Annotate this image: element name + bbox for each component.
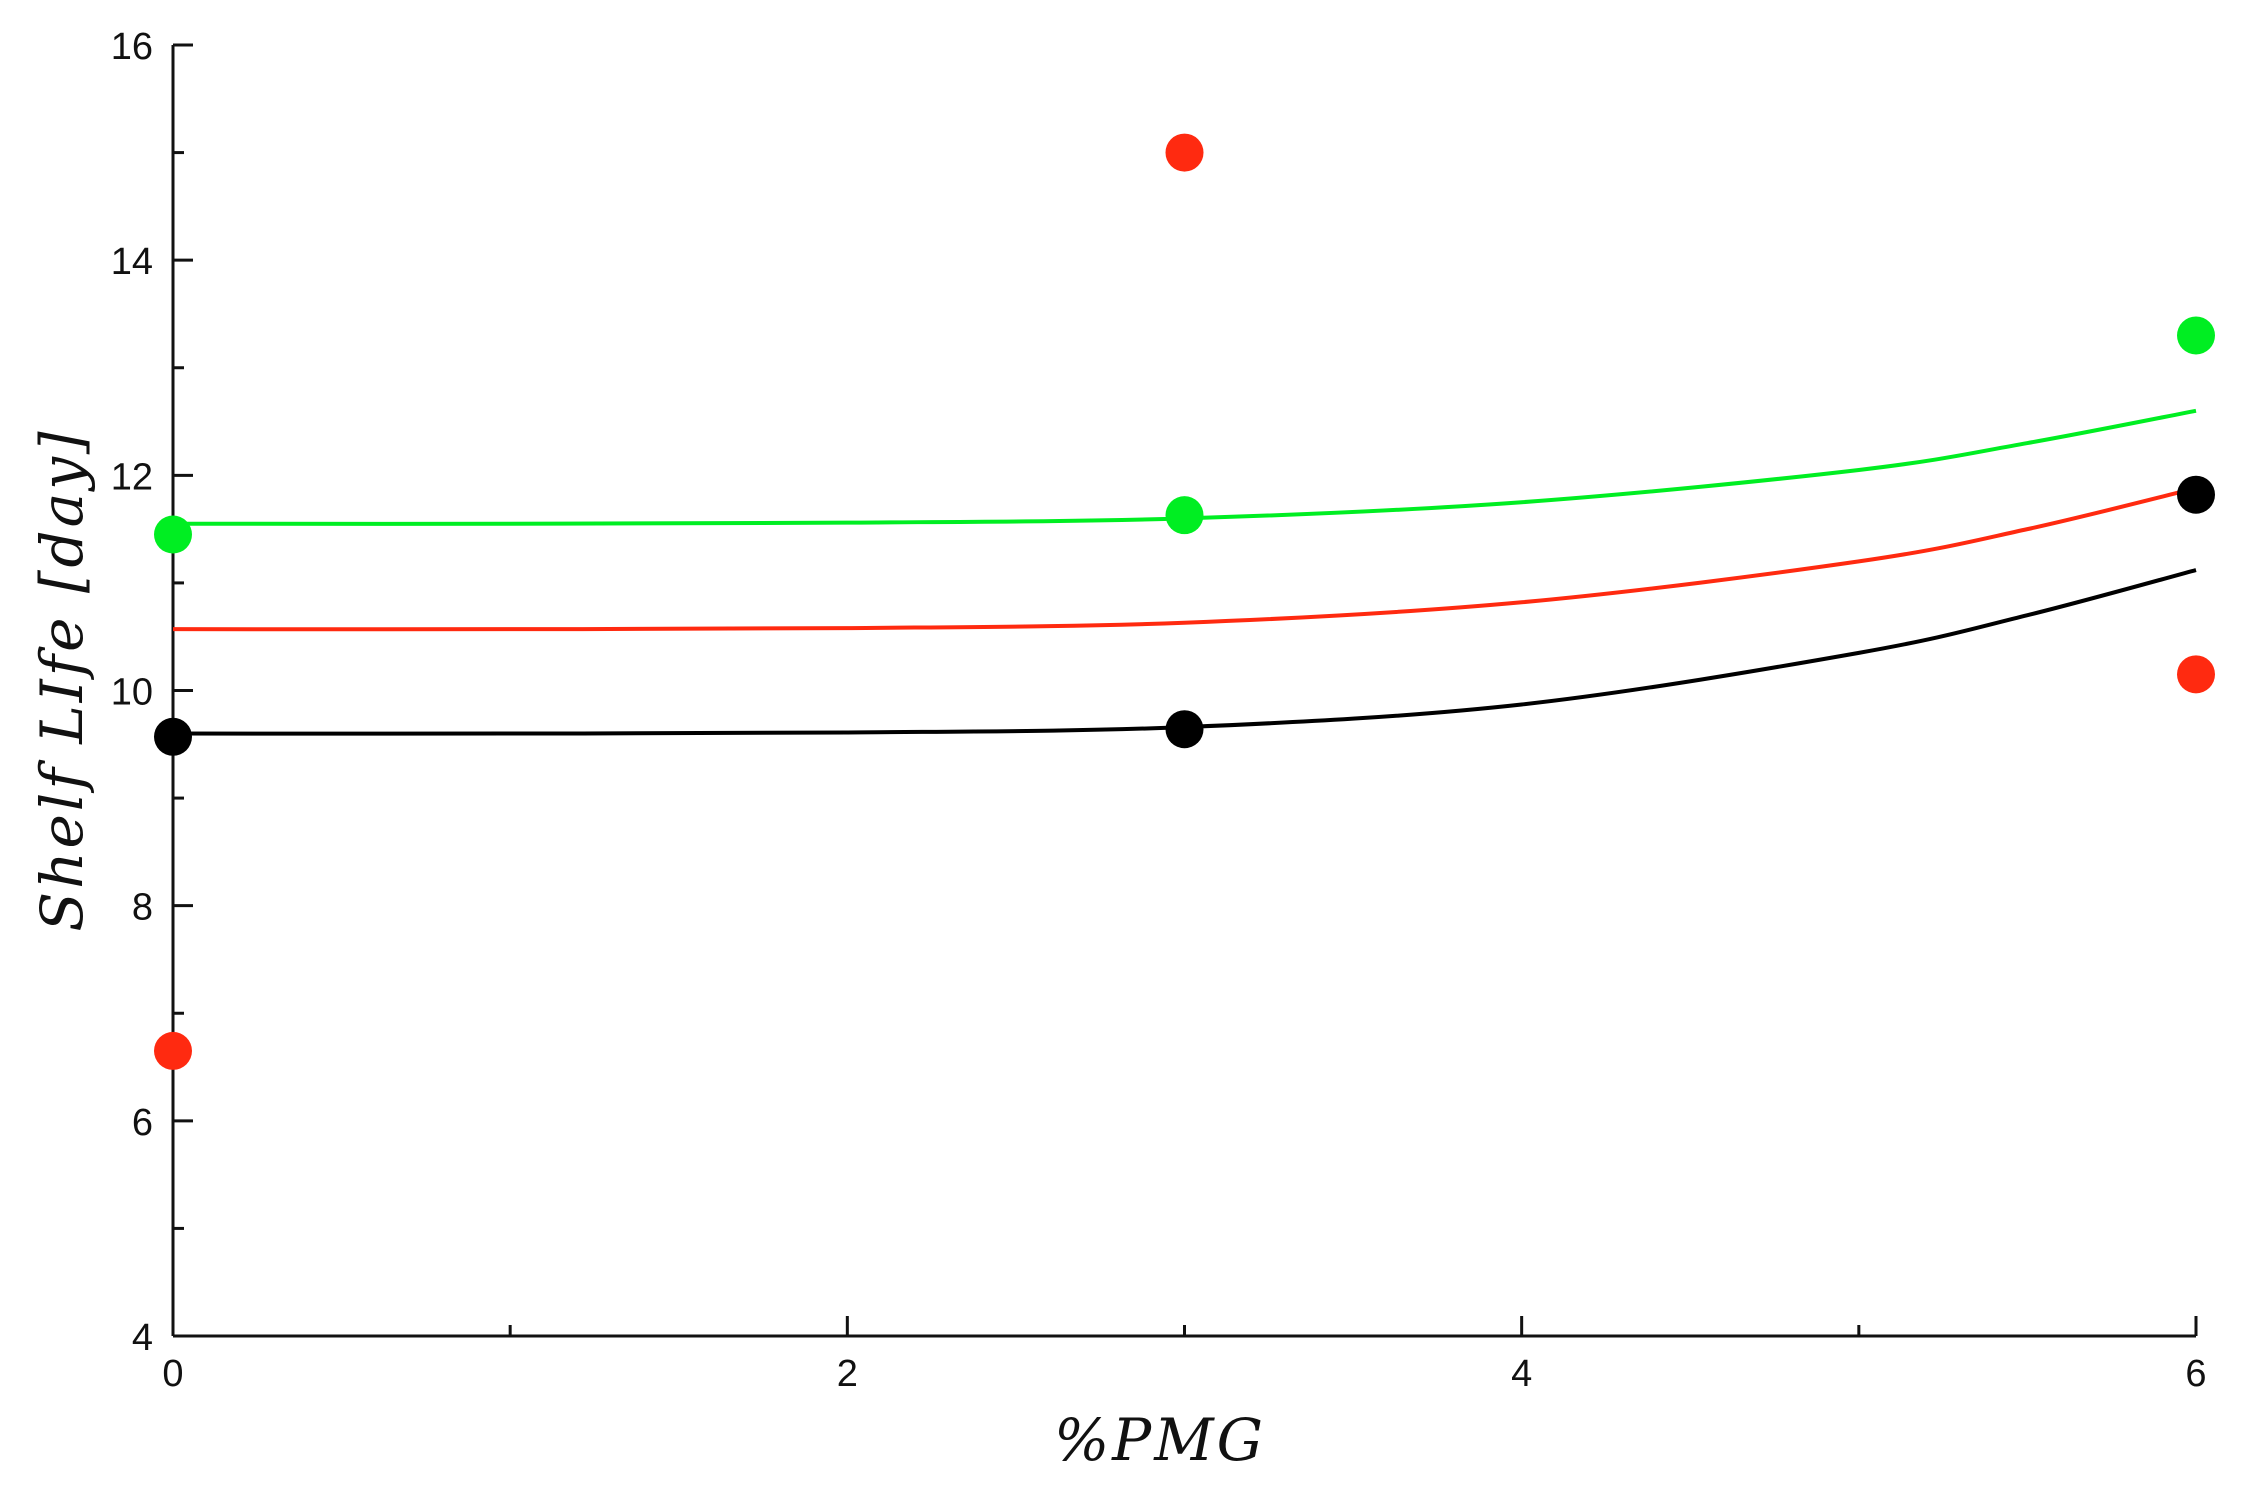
y-axis-title: Shelf LIfe [day] [28,428,96,931]
tick-labels: 0 2 4 6 4 6 8 10 12 14 16 [111,26,2207,1395]
y-tick-label: 12 [111,456,153,498]
y-tick-label: 10 [111,672,153,714]
fit-line-series-1 [172,408,2197,526]
data-point-series-3 [2177,475,2215,514]
points [154,133,2215,1070]
data-point-series-1 [2177,316,2215,355]
y-tick-label: 8 [132,887,153,929]
x-tick-label: 6 [2185,1353,2206,1395]
data-point-series-1 [154,515,192,554]
ticks [171,43,2198,1338]
y-tick-label: 14 [111,241,153,283]
data-point-series-2 [154,1031,192,1070]
y-tick-label: 16 [111,26,153,68]
data-point-series-2 [2177,655,2215,694]
data-point-series-1 [1165,496,1204,535]
x-tick-label: 0 [162,1353,183,1395]
data-point-series-2 [1165,133,1204,172]
x-tick-label: 4 [1511,1353,1532,1395]
axes [171,45,2196,1338]
x-axis-title: %PMG [1054,1406,1266,1474]
y-tick-label: 4 [132,1317,153,1359]
data-point-series-3 [1165,710,1204,749]
fit-line-series-3 [172,568,2197,736]
data-point-series-3 [154,717,192,756]
fit-line-series-2 [172,486,2197,632]
x-tick-label: 2 [837,1353,858,1395]
y-tick-label: 6 [132,1102,153,1144]
fit-lines [172,408,2197,736]
